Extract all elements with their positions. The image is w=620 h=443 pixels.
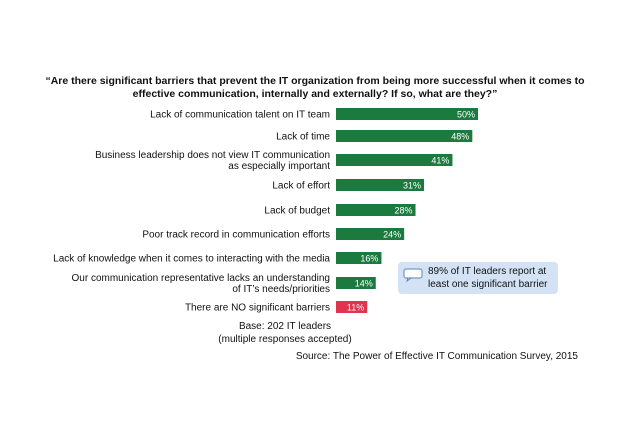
category-label-line: Lack of communication talent on IT team (150, 110, 330, 121)
category-label-5: Poor track record in communication effor… (142, 230, 330, 241)
value-label-6: 16% (360, 254, 378, 264)
value-label-1: 48% (451, 132, 469, 142)
category-label-line: of IT’s needs/priorities (232, 284, 330, 295)
category-label-line: Lack of time (276, 132, 330, 143)
bar-0 (336, 108, 478, 120)
category-label-8: There are NO significant barriers (185, 303, 330, 314)
category-label-line: as especially important (228, 161, 330, 172)
category-label-line: Lack of budget (264, 206, 330, 217)
value-label-2: 41% (431, 156, 449, 166)
value-label-4: 28% (395, 206, 413, 216)
category-label-line: Lack of knowledge when it comes to inter… (53, 254, 330, 265)
bar-4 (336, 204, 416, 216)
category-label-7: Our communication representative lacks a… (72, 273, 330, 295)
value-label-0: 50% (457, 110, 475, 120)
category-label-1: Lack of time (276, 132, 330, 143)
category-label-line: Poor track record in communication effor… (142, 230, 330, 241)
category-label-line: Our communication representative lacks a… (72, 273, 330, 284)
category-label-0: Lack of communication talent on IT team (150, 110, 330, 121)
category-label-3: Lack of effort (272, 181, 330, 192)
value-label-3: 31% (403, 181, 421, 191)
base-line-1: Base: 202 IT leaders (238, 321, 332, 332)
bar-6 (336, 252, 382, 264)
base-note: Base: 202 IT leaders (multiple responses… (200, 320, 370, 346)
category-label-line: There are NO significant barriers (185, 303, 330, 314)
callout-box: 89% of IT leaders report at least one si… (398, 262, 558, 294)
bar-7 (336, 277, 376, 289)
bar-3 (336, 179, 425, 191)
callout-text: 89% of IT leaders report at least one si… (428, 266, 548, 290)
base-line-2: (multiple responses accepted) (218, 334, 352, 345)
value-label-8: 11% (347, 303, 364, 313)
source-note: Source: The Power of Effective IT Commun… (295, 351, 578, 362)
category-label-4: Lack of budget (264, 206, 330, 217)
value-label-7: 14% (355, 279, 373, 289)
speech-bubble-icon (403, 268, 423, 282)
category-label-line: Lack of effort (272, 181, 330, 192)
category-label-6: Lack of knowledge when it comes to inter… (53, 254, 330, 265)
category-label-2: Business leadership does not view IT com… (95, 150, 330, 172)
bar-2 (336, 154, 453, 166)
chart-title: “Are there significant barriers that pre… (45, 75, 585, 100)
category-label-line: Business leadership does not view IT com… (95, 150, 330, 161)
bar-8 (336, 301, 368, 313)
bar-5 (336, 228, 405, 240)
bar-1 (336, 130, 473, 142)
value-label-5: 24% (383, 230, 401, 240)
